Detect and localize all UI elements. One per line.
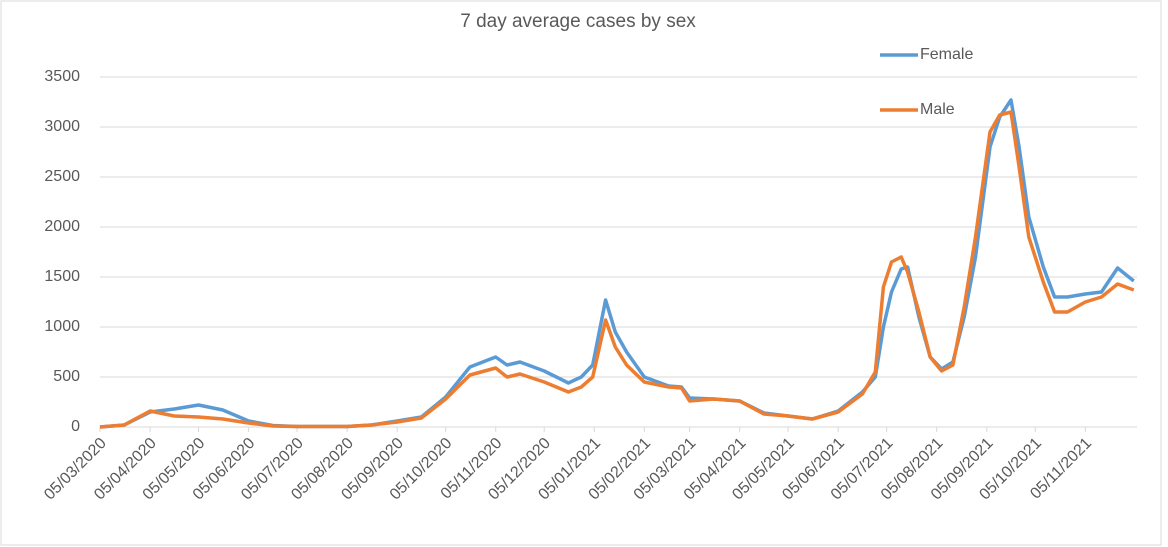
- chart-title: 7 day average cases by sex: [460, 11, 696, 32]
- y-tick-label: 0: [71, 418, 80, 435]
- legend-label: Male: [920, 101, 955, 118]
- y-tick-label: 3000: [44, 118, 80, 135]
- y-tick-label: 1500: [44, 268, 80, 285]
- y-tick-label: 2500: [44, 168, 80, 185]
- y-tick-label: 1000: [44, 318, 80, 335]
- series-line: [99, 110, 1135, 429]
- legend-label: Female: [920, 46, 973, 63]
- y-tick-label: 2000: [44, 218, 80, 235]
- y-tick-label: 500: [53, 368, 80, 385]
- y-tick-label: 3500: [44, 68, 80, 85]
